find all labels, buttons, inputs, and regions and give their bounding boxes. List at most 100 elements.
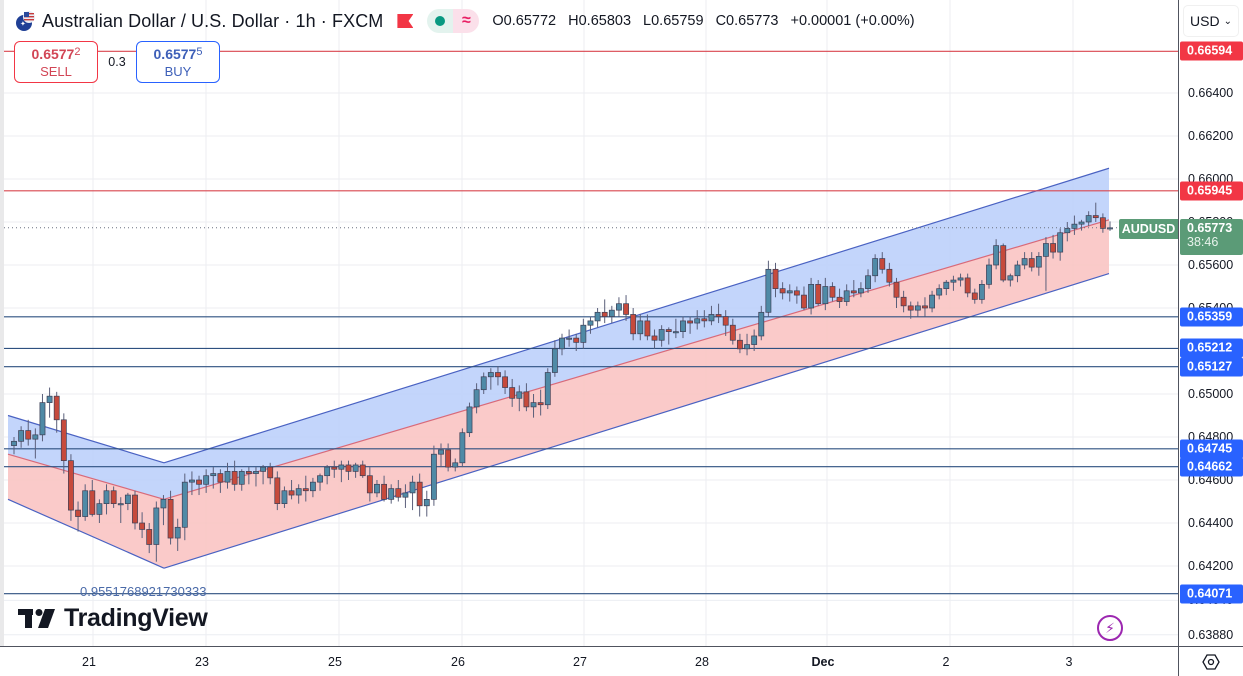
bearish-candle [267,466,274,479]
bullish-candle [530,402,537,408]
bullish-candle [46,395,53,403]
bullish-candle [32,434,39,440]
bullish-candle [117,503,124,506]
bullish-candle [189,479,195,483]
time-tick-label: Dec [811,655,835,669]
bearish-candle [53,395,60,421]
bullish-candle [594,311,601,322]
bearish-candle [416,481,423,507]
bullish-candle [203,475,210,485]
channel-lower-line [163,273,1110,569]
bearish-candle [729,324,736,341]
channel-upper-line [7,414,165,464]
price-tick-label: 0.66400 [1188,86,1234,100]
time-tick-label: 28 [695,655,709,669]
support-price-tag: 0.64745 [1180,439,1243,459]
bearish-candle [886,268,893,283]
time-tick-label: 21 [82,655,96,669]
bullish-candle [587,320,594,326]
tradingview-logo[interactable]: TradingView [18,604,208,633]
symbol-price-label: AUDUSD [1119,219,1178,239]
bullish-candle [452,462,459,468]
bearish-candle [345,464,352,472]
time-axis[interactable]: 21 23 25 26 27 28 Dec 2 3 [0,646,1178,676]
support-price-tag: 0.64071 [1180,584,1243,604]
bullish-candle [238,471,245,485]
bearish-candle [722,316,729,326]
price-tick-label: 0.66200 [1188,129,1234,143]
chart-settings-button[interactable] [1178,646,1243,676]
currency-selector[interactable]: USD ⌄ [1183,5,1239,37]
bullish-candle [936,288,943,296]
bearish-candle [665,329,672,332]
bullish-candle [487,372,494,378]
last-price-tag: 0.65773 38:46 [1180,219,1243,255]
market-status-pill[interactable]: ≈ [427,9,480,33]
bullish-candle [224,471,231,483]
price-axis[interactable]: 0.664000.662000.660000.658000.656000.654… [1178,0,1243,646]
bearish-candle [381,483,387,500]
bearish-candle [1092,215,1099,219]
bullish-candle [39,402,46,436]
buy-button[interactable]: 0.65775 BUY [136,41,220,83]
currency-value: USD [1190,13,1220,29]
bearish-candle [922,305,928,309]
resistance-price-tag: 0.66594 [1180,41,1243,61]
ohlc-open: O0.65772 [492,13,557,29]
time-tick-label: 27 [573,655,587,669]
bullish-candle [950,279,957,283]
bearish-candle [217,473,224,483]
ohlc-high: H0.65803 [568,13,632,29]
chart-plot-area[interactable] [0,0,1178,646]
support-price-tag: 0.65359 [1180,307,1243,327]
bearish-candle [196,479,202,485]
bullish-candle [1007,275,1014,281]
bearish-candle [68,460,74,511]
sell-button[interactable]: 0.65772 SELL [14,41,98,83]
resistance-price-tag: 0.65945 [1180,181,1243,201]
bullish-candle [929,294,935,309]
time-tick-label: 26 [451,655,465,669]
bearish-candle [167,499,174,539]
bullish-candle [751,335,758,345]
bullish-candle [616,303,622,311]
bearish-candle [359,464,366,477]
channel-middle-line [7,453,165,500]
bearish-candle [893,281,900,298]
last-price-value: 0.65773 [1187,221,1233,235]
symbol-title[interactable]: Australian Dollar / U.S. Dollar · 1h · F… [42,10,384,31]
bullish-candle [409,481,416,494]
bullish-candle [103,490,110,504]
bearish-candle [630,314,637,335]
bearish-candle [900,296,907,307]
bullish-candle [11,440,17,446]
bullish-candle [1021,258,1028,266]
bullish-candle [1057,232,1064,253]
bullish-candle [430,453,437,500]
bullish-candle [174,526,181,539]
time-tick-label: 2 [942,655,950,669]
bearish-candle [537,402,544,406]
bullish-candle [744,344,750,350]
sell-label: SELL [40,64,72,79]
bullish-candle [993,245,1000,266]
bearish-candle [601,311,608,317]
bearish-candle [772,268,779,289]
lightning-icon[interactable]: ⚡ [1097,615,1123,641]
bullish-candle [253,471,259,474]
channel-lower-line [7,498,165,569]
symbol-legend: ✦ Australian Dollar / U.S. Dollar · 1h ·… [14,8,923,34]
candlestick-chart[interactable] [4,0,1178,646]
bullish-candle [516,391,523,399]
channel-upper-line [163,167,1110,464]
bearish-candle [836,296,843,302]
bearish-candle [1099,217,1106,229]
bearish-candle [331,466,338,470]
channel-middle-line [163,219,1110,500]
market-open-dot-icon [427,9,454,33]
bullish-candle [295,488,302,496]
bearish-candle [274,477,281,505]
settings-hexagon-icon [1202,653,1220,670]
bullish-candle [608,309,615,317]
red-flag-icon[interactable] [397,14,414,28]
